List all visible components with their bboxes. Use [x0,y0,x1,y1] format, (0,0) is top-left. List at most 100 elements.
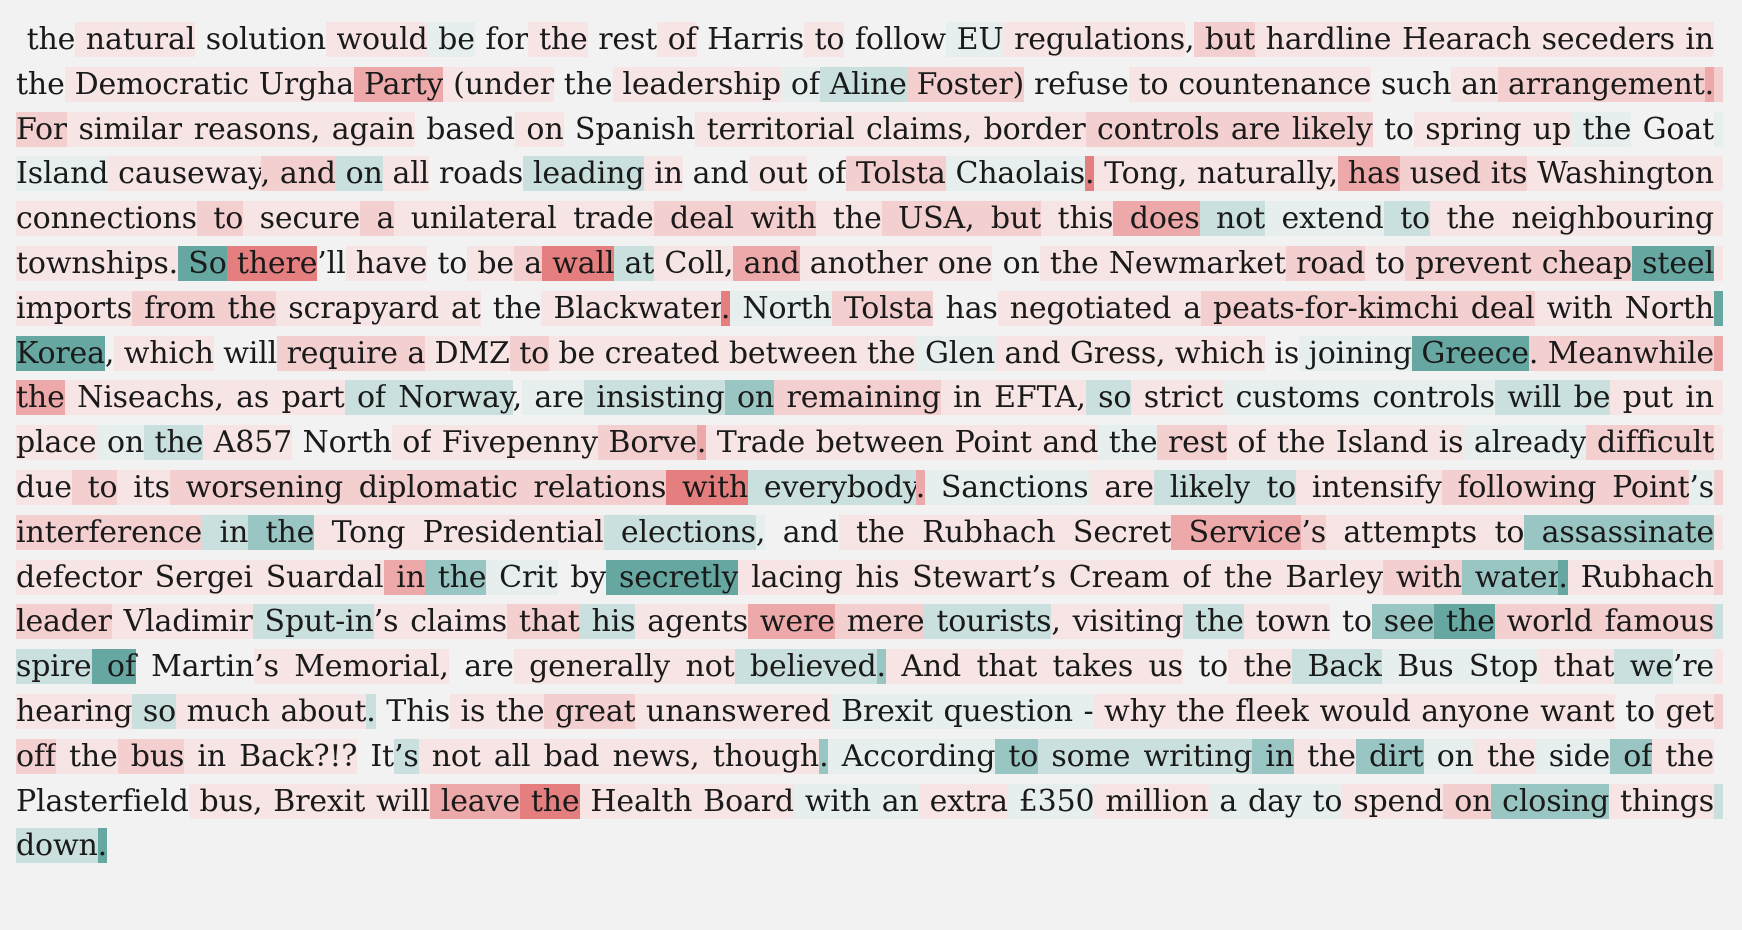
token: claims, [854,111,973,147]
token: are [1219,111,1281,147]
token: seceders [1531,22,1675,57]
token: leadership [612,66,781,102]
token: unilateral [394,201,557,237]
token: to [1364,245,1405,281]
token: steel [1631,245,1714,281]
token: will [365,783,430,819]
token: his [842,559,900,595]
token: dirt [1355,738,1424,774]
token: Greece [1411,335,1529,371]
token: to [1301,783,1343,819]
token: reasons, [182,111,321,147]
token: similar [67,111,183,147]
token: a [514,245,542,281]
token: And [885,649,962,685]
token: an [1451,66,1499,102]
token: question [932,693,1073,729]
token: to [1383,201,1430,237]
token: the [553,66,613,102]
token: , [1184,22,1195,57]
token: Barley [1272,559,1384,595]
token: between [805,425,945,461]
token: famous [1592,604,1714,640]
token: on [1443,783,1492,819]
token: border [972,111,1086,147]
token: Tong, [1094,156,1188,192]
token: Martin [135,649,255,685]
token: strict [1131,380,1224,416]
token: - [1072,693,1094,729]
token: , [260,156,271,192]
token: a [1208,783,1238,819]
token: of [657,22,697,57]
token: the [480,290,542,326]
token: Stewart [899,559,1032,595]
token: Sput-in [252,604,374,640]
token: the [816,201,882,237]
token: its [117,469,170,505]
token: to [427,245,468,281]
token: spring [1413,111,1522,147]
token: the [16,22,76,57]
token: neighbouring [1495,201,1714,237]
token: solution [195,22,326,57]
token: . [876,649,886,685]
token: to [1614,693,1655,729]
token: Back?!? [226,738,358,774]
token: out [748,156,808,192]
token: Blackwater [541,290,721,326]
token: a [1171,290,1201,326]
token: likely [1153,469,1251,505]
token: on [724,380,775,416]
token: Coll, [654,245,734,281]
token: the [1039,245,1099,281]
token: Vladimir [111,604,253,640]
token: in [1672,380,1714,416]
token: Sanctions [925,469,1089,505]
token: not [670,649,735,685]
token: Plasterfield [16,738,1724,819]
token: in [1674,22,1714,57]
token: great [544,693,636,729]
token: the [1571,111,1632,147]
token: Tolsta [831,290,934,326]
token: fleek [1224,693,1309,729]
token: that [507,604,580,640]
token: the [519,783,580,819]
token: would [1308,693,1411,729]
token: generally [513,649,671,685]
token: the [838,514,905,550]
token: bad [530,738,600,774]
token: . [720,290,731,326]
token: the [1266,425,1326,461]
token: on [335,156,383,192]
token: , [512,380,523,416]
token: remaining [774,380,941,416]
token: are [521,380,584,416]
token: again [320,111,415,147]
token: Niseachs, [64,380,224,416]
token: the [1434,604,1495,640]
token: tourists [924,604,1052,640]
token: North [1612,290,1715,326]
token: to [196,201,244,237]
token: with [666,469,749,505]
token: Rubhach [904,514,1056,550]
token: put [1610,380,1673,416]
token: Washington [1527,156,1714,192]
token: Service [1171,514,1302,550]
token: and [733,245,800,281]
token: is [1428,425,1464,461]
token: ’s [254,649,279,685]
token: day [1237,783,1302,819]
token: agents [635,604,749,640]
token: refuse [1024,66,1129,102]
token: secretly [606,559,739,595]
token: Memorial, [278,649,449,685]
token: the [1473,738,1536,774]
token: . [1558,559,1568,595]
token: another [799,245,928,281]
token: DMZ [425,335,510,371]
token: of [1226,425,1267,461]
token: diplomatic [343,469,518,505]
